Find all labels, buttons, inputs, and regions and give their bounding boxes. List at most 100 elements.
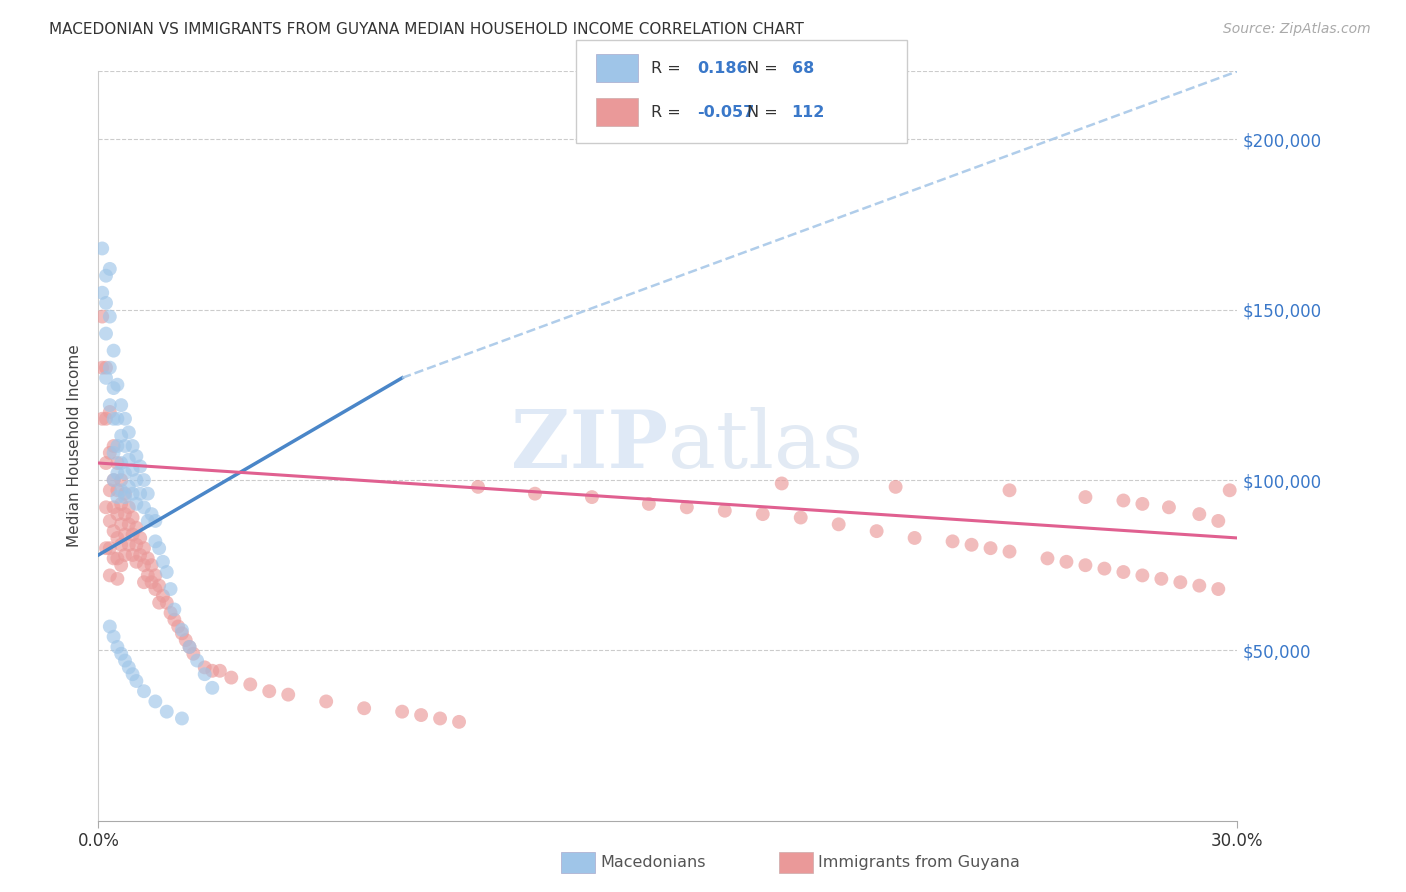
Point <box>98 483 121 498</box>
Point <box>259 684 281 698</box>
Point <box>110 517 132 532</box>
Point <box>91 360 114 375</box>
Point <box>163 602 186 616</box>
Point <box>118 517 141 532</box>
Point <box>1112 565 1135 579</box>
Point <box>114 439 136 453</box>
Point <box>170 623 193 637</box>
Point <box>638 497 661 511</box>
Point <box>1056 555 1078 569</box>
Point <box>353 701 375 715</box>
Point <box>107 640 129 654</box>
Point <box>107 483 129 498</box>
Point <box>277 688 299 702</box>
Point <box>121 510 143 524</box>
Point <box>94 541 117 556</box>
Point <box>103 524 125 538</box>
Point <box>94 360 117 375</box>
Point <box>125 538 148 552</box>
Point <box>110 538 132 552</box>
Point <box>118 500 141 515</box>
Point <box>186 654 208 668</box>
Point <box>148 596 170 610</box>
Point <box>129 459 152 474</box>
Point <box>132 575 155 590</box>
Point <box>167 619 190 633</box>
Point <box>107 507 129 521</box>
Point <box>125 673 148 688</box>
Point <box>107 411 129 425</box>
Point <box>125 497 148 511</box>
Point <box>98 310 121 324</box>
Point <box>103 446 125 460</box>
Point <box>98 568 121 582</box>
Point <box>98 446 121 460</box>
Point <box>998 483 1021 498</box>
Point <box>107 467 129 481</box>
Point <box>107 439 129 453</box>
Point <box>159 582 181 596</box>
Point <box>960 538 983 552</box>
Point <box>1150 572 1173 586</box>
Point <box>884 480 907 494</box>
Point <box>94 411 117 425</box>
Point <box>125 521 148 535</box>
Point <box>103 551 125 566</box>
Point <box>1208 582 1230 596</box>
Point <box>110 647 132 661</box>
Point <box>110 456 132 470</box>
Point <box>94 296 117 310</box>
Point <box>194 667 217 681</box>
Point <box>98 405 121 419</box>
Point <box>132 541 155 556</box>
Text: N =: N = <box>747 61 783 76</box>
Point <box>1188 579 1211 593</box>
Point <box>449 714 471 729</box>
Point <box>581 490 603 504</box>
Point <box>183 647 205 661</box>
Point <box>91 242 114 256</box>
Point <box>467 480 489 494</box>
Text: 0.186: 0.186 <box>697 61 748 76</box>
Point <box>94 326 117 341</box>
Point <box>118 538 141 552</box>
Point <box>98 514 121 528</box>
Point <box>132 500 155 515</box>
Point <box>136 514 159 528</box>
Point <box>676 500 699 515</box>
Point <box>148 579 170 593</box>
Point <box>201 664 224 678</box>
Point <box>145 514 167 528</box>
Point <box>179 640 201 654</box>
Point <box>429 711 451 725</box>
Point <box>114 411 136 425</box>
Point <box>98 261 121 276</box>
Point <box>114 654 136 668</box>
Point <box>152 555 174 569</box>
Point <box>129 548 152 562</box>
Text: N =: N = <box>747 104 783 120</box>
Point <box>107 531 129 545</box>
Point <box>91 310 114 324</box>
Point <box>114 490 136 504</box>
Point <box>942 534 965 549</box>
Point <box>103 473 125 487</box>
Point <box>239 677 262 691</box>
Point <box>163 613 186 627</box>
Point <box>156 596 179 610</box>
Point <box>103 381 125 395</box>
Point <box>121 463 143 477</box>
Point <box>1094 561 1116 575</box>
Point <box>141 507 163 521</box>
Text: Immigrants from Guyana: Immigrants from Guyana <box>818 855 1021 870</box>
Point <box>156 565 179 579</box>
Y-axis label: Median Household Income: Median Household Income <box>67 344 83 548</box>
Point <box>174 633 197 648</box>
Point <box>121 548 143 562</box>
Point <box>110 398 132 412</box>
Point <box>121 667 143 681</box>
Point <box>114 548 136 562</box>
Point <box>145 582 167 596</box>
Point <box>107 377 129 392</box>
Point <box>114 486 136 500</box>
